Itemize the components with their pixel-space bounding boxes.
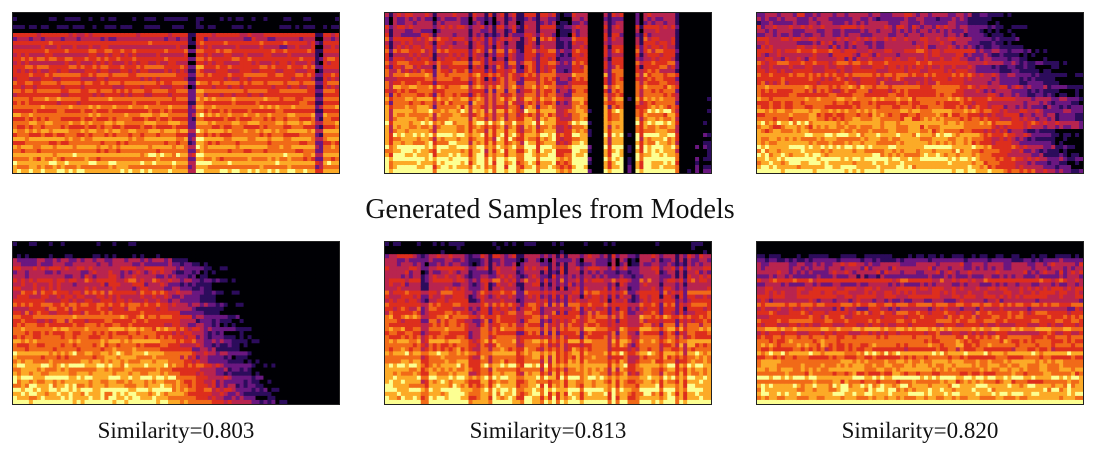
spectrogram-reference-3 [756,12,1084,174]
similarity-caption-2: Similarity=0.813 [469,418,627,443]
spectrogram-image [757,13,1083,173]
spectrogram-reference-2 [384,12,712,174]
spectrogram-generated-2 [384,241,712,405]
section-heading: Generated Samples from Models [365,194,735,225]
spectrogram-generated-3 [756,241,1084,405]
spectrogram-image [385,13,711,173]
spectrogram-image [385,242,711,404]
spectrogram-image [13,13,339,173]
similarity-caption-3: Similarity=0.820 [841,418,999,443]
spectrogram-image [757,242,1083,404]
spectrogram-image [13,242,339,404]
spectrogram-generated-1 [12,241,340,405]
spectrogram-reference-1 [12,12,340,174]
similarity-caption-1: Similarity=0.803 [97,418,255,443]
